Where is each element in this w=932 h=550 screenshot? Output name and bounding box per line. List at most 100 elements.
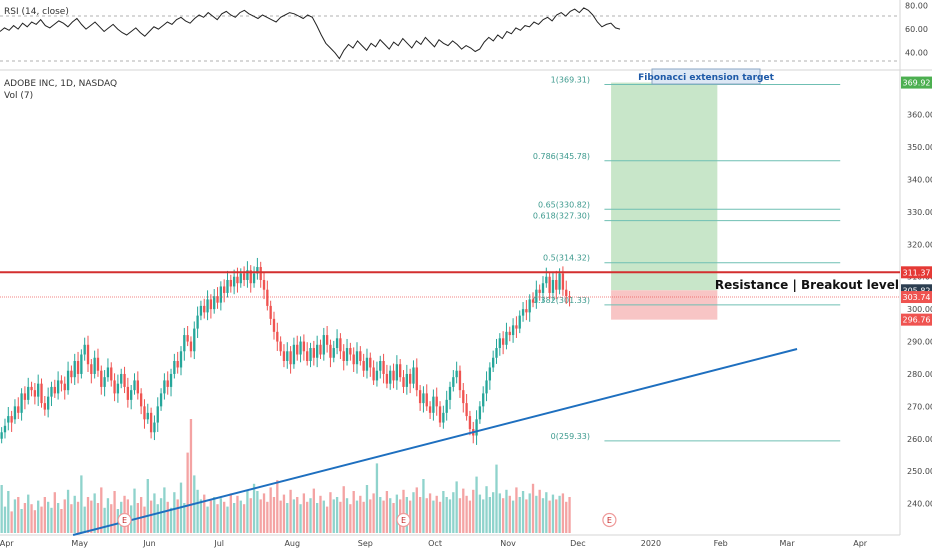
candle-body bbox=[166, 380, 169, 387]
candle-body bbox=[226, 279, 229, 293]
candle-body bbox=[0, 432, 3, 439]
price-badge-label: 311.37 bbox=[903, 268, 931, 277]
candle-body bbox=[518, 315, 521, 329]
candle-body bbox=[561, 273, 565, 290]
rsi-pane[interactable]: RSI (14, close) bbox=[0, 0, 900, 68]
candle-body bbox=[10, 416, 13, 423]
candle-body bbox=[558, 273, 561, 290]
volume-bar bbox=[282, 494, 286, 533]
candle-body bbox=[40, 383, 43, 404]
candle-body bbox=[276, 331, 279, 342]
candle-body bbox=[163, 380, 166, 394]
candle-body bbox=[445, 399, 448, 413]
volume-bar bbox=[146, 479, 149, 533]
price-badge-label: 296.76 bbox=[903, 316, 931, 325]
volume-bar bbox=[43, 497, 46, 533]
candle-body bbox=[199, 305, 203, 316]
candle-body bbox=[120, 373, 123, 384]
candle-body bbox=[90, 364, 93, 374]
volume-bar bbox=[17, 497, 20, 533]
candle-body bbox=[256, 267, 259, 274]
volume-bar bbox=[56, 503, 60, 533]
candle-body bbox=[299, 341, 302, 355]
volume-bar bbox=[256, 491, 259, 533]
candle-body bbox=[555, 279, 558, 290]
volume-bar bbox=[518, 497, 521, 533]
candlesticks bbox=[0, 257, 571, 445]
volume-bar bbox=[472, 489, 475, 533]
price-tick-label: 280.00 bbox=[907, 370, 932, 379]
volume-bar bbox=[438, 501, 442, 533]
volume-bar bbox=[106, 498, 110, 533]
volume-bar bbox=[445, 497, 448, 533]
rsi-tick-label: 60.00 bbox=[905, 25, 928, 34]
volume-bar bbox=[372, 493, 375, 533]
candle-body bbox=[399, 364, 402, 378]
fib-target-label: Fibonacci extension target bbox=[638, 73, 774, 83]
volume-bar bbox=[139, 497, 143, 533]
candle-body bbox=[528, 299, 531, 313]
volume-bar bbox=[33, 510, 37, 533]
candle-body bbox=[548, 276, 551, 293]
candle-body bbox=[342, 351, 345, 361]
candle-body bbox=[133, 380, 136, 391]
earnings-marker-label: E bbox=[122, 516, 127, 525]
volume-bar bbox=[86, 497, 90, 533]
volume-bar bbox=[492, 492, 495, 533]
candle-body bbox=[395, 364, 399, 381]
volume-bar bbox=[66, 489, 70, 533]
volume-bar bbox=[389, 498, 392, 533]
candle-body bbox=[468, 416, 472, 430]
candle-body bbox=[415, 367, 418, 391]
volume-bar bbox=[236, 495, 239, 533]
volume-bar bbox=[63, 499, 66, 533]
volume-bar bbox=[53, 492, 56, 533]
volume-bar bbox=[521, 491, 525, 533]
volume-bar bbox=[246, 489, 249, 533]
volume-bar bbox=[20, 509, 23, 533]
volume-bar bbox=[408, 500, 412, 533]
candle-body bbox=[379, 360, 382, 371]
volume-bar bbox=[315, 503, 319, 533]
candle-body bbox=[179, 351, 183, 368]
candle-body bbox=[169, 373, 173, 387]
volume-bar bbox=[508, 495, 511, 533]
candle-body bbox=[435, 396, 438, 407]
candle-body bbox=[279, 341, 282, 352]
volume-bar bbox=[252, 483, 256, 533]
volume-bar bbox=[239, 500, 242, 533]
candle-body bbox=[375, 370, 379, 381]
price-tick-label: 360.00 bbox=[907, 111, 932, 120]
candle-body bbox=[46, 396, 50, 410]
volume-bar bbox=[395, 494, 399, 533]
volume-bar bbox=[482, 499, 485, 533]
volume-bar bbox=[242, 504, 246, 533]
candle-body bbox=[565, 289, 568, 297]
candle-body bbox=[80, 354, 83, 374]
candle-body bbox=[239, 273, 242, 284]
candle-body bbox=[422, 393, 425, 404]
volume-bar bbox=[199, 499, 203, 533]
candle-body bbox=[405, 373, 408, 387]
fib-target-callout[interactable]: Fibonacci extension target bbox=[638, 68, 775, 85]
candle-body bbox=[482, 393, 485, 407]
candle-body bbox=[432, 396, 435, 413]
candle-body bbox=[462, 390, 465, 404]
candle-body bbox=[93, 357, 96, 374]
candle-body bbox=[272, 318, 276, 332]
volume-bar bbox=[309, 498, 312, 533]
candle-body bbox=[538, 289, 541, 293]
time-axis: Apr May Jun Jul Aug Sep Oct Nov Dec 2020 Feb Mar Apr bbox=[0, 539, 868, 548]
volume-bar bbox=[76, 501, 80, 533]
volume-bar bbox=[335, 497, 339, 533]
volume-bar bbox=[229, 493, 232, 533]
candle-body bbox=[236, 276, 239, 284]
candle-body bbox=[339, 338, 342, 352]
candle-body bbox=[266, 289, 269, 306]
candle-body bbox=[33, 390, 37, 397]
volume-bar bbox=[203, 494, 206, 533]
volume-bar bbox=[209, 500, 213, 533]
candle-body bbox=[23, 393, 27, 400]
